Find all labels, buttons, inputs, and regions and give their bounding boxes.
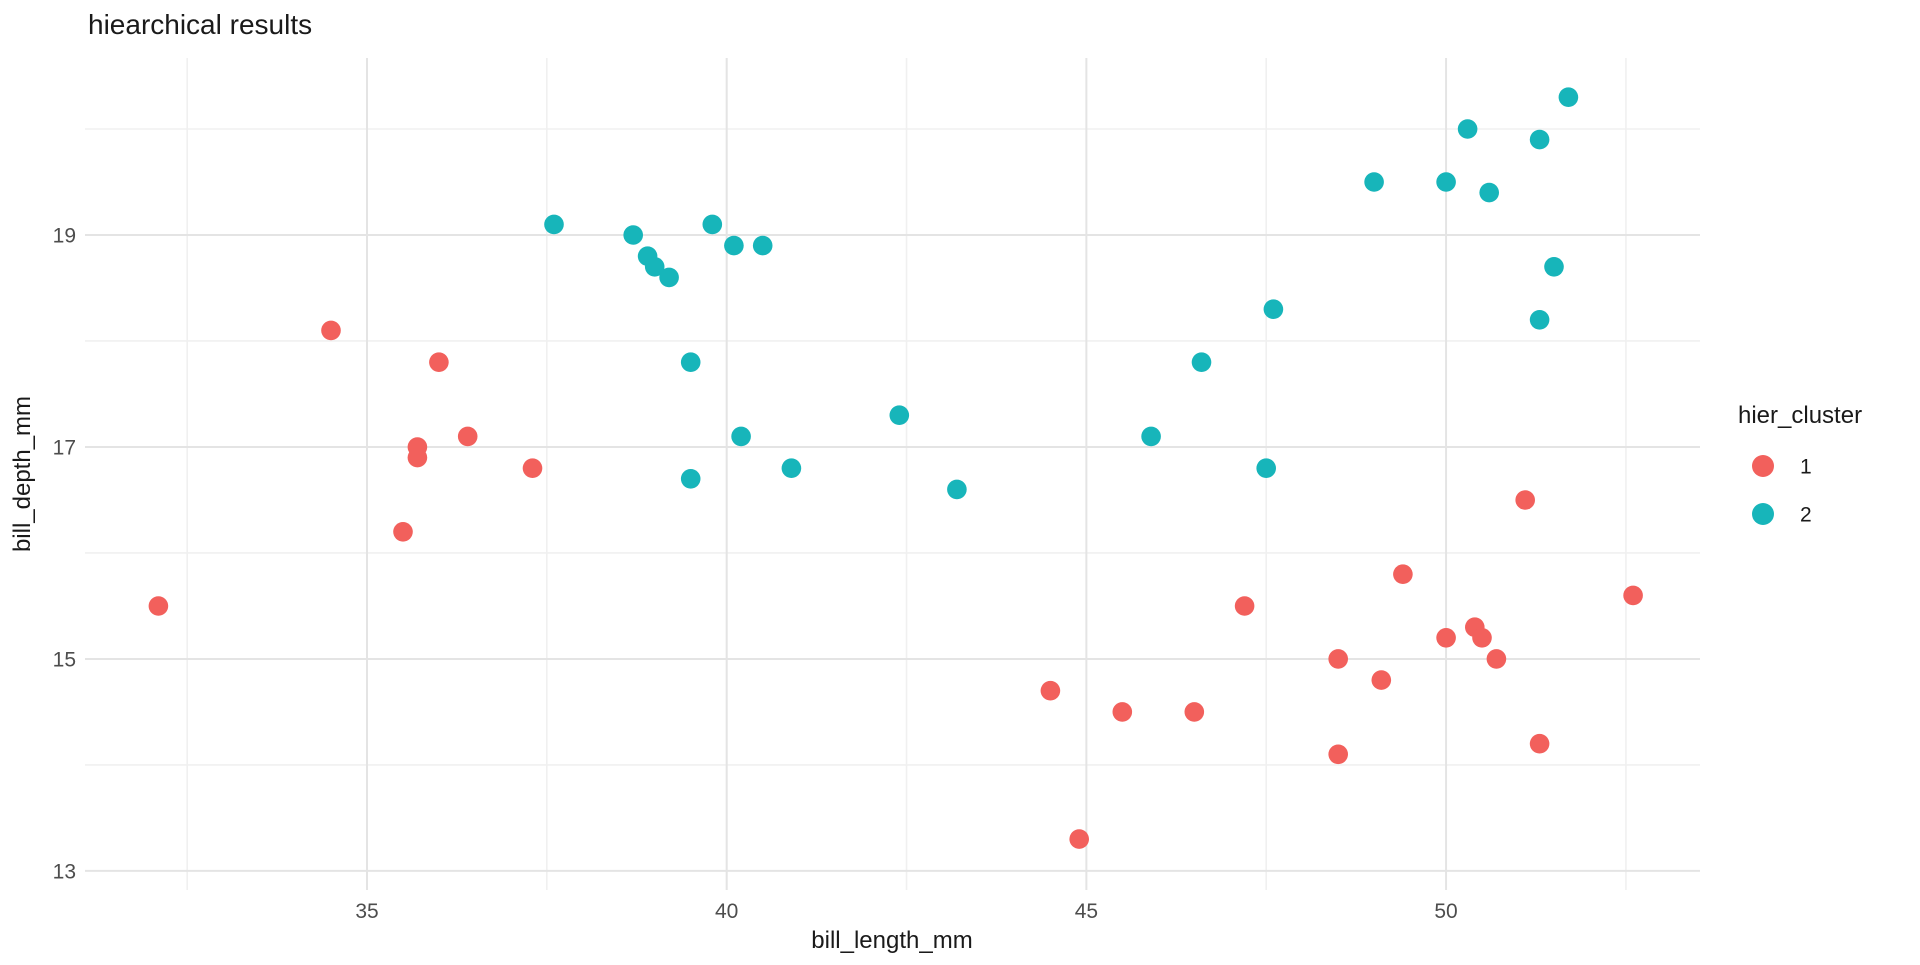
data-point (1112, 702, 1133, 722)
data-point (321, 320, 341, 341)
series-2 (544, 87, 1579, 500)
data-point (1256, 458, 1276, 479)
data-point (1558, 87, 1579, 107)
data-point (148, 596, 169, 616)
x-tick-label: 50 (1434, 900, 1457, 923)
data-point (680, 352, 701, 373)
data-point (1191, 352, 1212, 373)
data-point (522, 458, 543, 479)
data-point (1472, 628, 1492, 648)
minor-gridlines (85, 58, 1700, 890)
y-axis-title: bill_depth_mm (9, 396, 36, 552)
data-point (1364, 172, 1384, 192)
y-tick-label: 19 (53, 224, 76, 247)
legend-label-1: 1 (1800, 455, 1812, 478)
major-gridlines (85, 58, 1700, 890)
data-points (148, 87, 1643, 849)
x-tick-label: 35 (355, 900, 378, 923)
data-point (1457, 119, 1478, 139)
data-point (544, 214, 564, 235)
data-point (1328, 649, 1348, 669)
data-point (1436, 172, 1456, 192)
data-point (702, 214, 723, 235)
data-point (731, 426, 751, 447)
data-point (407, 447, 428, 468)
x-axis-tick-labels: 35 40 45 50 (355, 900, 1457, 923)
data-point (1263, 299, 1284, 320)
y-axis-tick-labels: 13 15 17 19 (53, 224, 76, 883)
legend-items: 12 (1752, 455, 1812, 526)
legend: hier_cluster 12 (1738, 402, 1862, 526)
x-axis-title: bill_length_mm (811, 927, 972, 954)
data-point (1393, 564, 1413, 584)
x-tick-label: 45 (1075, 900, 1098, 923)
data-point (752, 235, 773, 256)
data-point (1141, 426, 1161, 447)
data-point (1544, 257, 1564, 277)
series-1 (148, 320, 1643, 849)
data-point (1040, 680, 1061, 701)
plot-title: hiearchical results (88, 9, 312, 40)
data-point (889, 405, 910, 426)
y-tick-label: 17 (53, 436, 76, 459)
data-point (644, 257, 665, 277)
data-point (429, 352, 449, 373)
legend-key-2 (1752, 503, 1774, 525)
data-point (1069, 829, 1089, 849)
data-point (1486, 649, 1507, 669)
data-point (680, 469, 701, 489)
data-point (1371, 670, 1392, 690)
data-point (1529, 310, 1550, 330)
data-point (724, 235, 744, 256)
data-point (1184, 702, 1205, 722)
data-point (1623, 585, 1643, 606)
data-point (1515, 490, 1535, 510)
data-point (1529, 129, 1550, 150)
data-point (1328, 744, 1348, 765)
legend-title: hier_cluster (1738, 402, 1862, 429)
legend-key-1 (1752, 455, 1774, 477)
data-point (947, 479, 967, 500)
data-point (781, 458, 802, 479)
data-point (393, 522, 413, 542)
data-point (1529, 733, 1550, 754)
data-point (659, 267, 679, 288)
data-point (623, 225, 643, 245)
data-point (1436, 628, 1456, 648)
legend-label-2: 2 (1800, 503, 1812, 526)
y-tick-label: 15 (53, 648, 76, 671)
data-point (457, 426, 478, 447)
y-tick-label: 13 (53, 860, 76, 883)
data-point (1234, 596, 1255, 616)
data-point (1479, 182, 1499, 203)
x-tick-label: 40 (715, 900, 738, 923)
